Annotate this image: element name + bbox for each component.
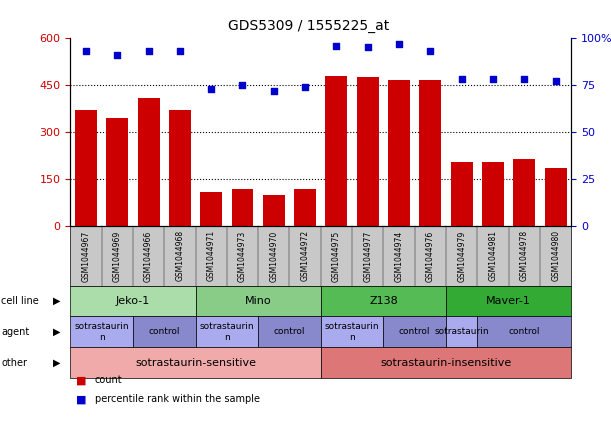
Text: GDS5309 / 1555225_at: GDS5309 / 1555225_at xyxy=(228,19,389,33)
Bar xyxy=(451,162,473,226)
Text: GSM1044968: GSM1044968 xyxy=(175,231,185,281)
Text: Jeko-1: Jeko-1 xyxy=(115,296,150,306)
Text: Mino: Mino xyxy=(245,296,271,306)
Point xyxy=(394,40,404,47)
Bar xyxy=(482,162,504,226)
Point xyxy=(112,52,122,58)
Bar xyxy=(200,192,222,226)
Point xyxy=(551,78,560,85)
Text: GSM1044981: GSM1044981 xyxy=(489,231,497,281)
Bar xyxy=(169,110,191,226)
Point xyxy=(81,48,91,55)
Text: sotrastaurin-insensitive: sotrastaurin-insensitive xyxy=(381,358,511,368)
Bar xyxy=(294,189,316,226)
Text: other: other xyxy=(1,358,27,368)
Bar xyxy=(388,80,410,226)
Text: GSM1044980: GSM1044980 xyxy=(551,231,560,281)
Text: sotrastaurin-sensitive: sotrastaurin-sensitive xyxy=(135,358,256,368)
Bar xyxy=(544,168,566,226)
Point xyxy=(488,76,498,83)
Text: GSM1044978: GSM1044978 xyxy=(520,231,529,281)
Text: GSM1044979: GSM1044979 xyxy=(457,230,466,282)
Text: control: control xyxy=(148,327,180,336)
Bar xyxy=(106,118,128,226)
Text: GSM1044975: GSM1044975 xyxy=(332,230,341,282)
Text: sotrastaurin
n: sotrastaurin n xyxy=(325,322,379,341)
Bar xyxy=(75,110,97,226)
Point xyxy=(425,48,435,55)
Bar xyxy=(263,195,285,226)
Text: ▶: ▶ xyxy=(53,358,60,368)
Point xyxy=(269,88,279,94)
Text: GSM1044970: GSM1044970 xyxy=(269,230,278,282)
Text: sotrastaurin: sotrastaurin xyxy=(434,327,489,336)
Text: ▶: ▶ xyxy=(53,327,60,337)
Text: ■: ■ xyxy=(76,375,87,385)
Point xyxy=(207,85,216,92)
Text: GSM1044972: GSM1044972 xyxy=(301,231,310,281)
Text: GSM1044967: GSM1044967 xyxy=(81,230,90,282)
Point xyxy=(238,82,247,88)
Point xyxy=(332,42,342,49)
Text: control: control xyxy=(508,327,540,336)
Text: GSM1044977: GSM1044977 xyxy=(364,230,372,282)
Bar xyxy=(232,189,254,226)
Text: cell line: cell line xyxy=(1,296,39,306)
Text: count: count xyxy=(95,375,122,385)
Text: GSM1044974: GSM1044974 xyxy=(395,230,403,282)
Text: GSM1044976: GSM1044976 xyxy=(426,230,435,282)
Text: GSM1044966: GSM1044966 xyxy=(144,230,153,282)
Point xyxy=(300,84,310,91)
Text: control: control xyxy=(274,327,306,336)
Point xyxy=(519,76,529,83)
Text: sotrastaurin
n: sotrastaurin n xyxy=(75,322,129,341)
Text: Z138: Z138 xyxy=(369,296,398,306)
Point xyxy=(457,76,467,83)
Text: agent: agent xyxy=(1,327,29,337)
Text: ▶: ▶ xyxy=(53,296,60,306)
Bar xyxy=(513,159,535,226)
Text: GSM1044971: GSM1044971 xyxy=(207,231,216,281)
Bar xyxy=(137,98,159,226)
Text: Maver-1: Maver-1 xyxy=(486,296,531,306)
Point xyxy=(363,44,373,51)
Text: control: control xyxy=(399,327,431,336)
Text: GSM1044969: GSM1044969 xyxy=(113,230,122,282)
Bar xyxy=(419,80,441,226)
Text: GSM1044973: GSM1044973 xyxy=(238,230,247,282)
Text: sotrastaurin
n: sotrastaurin n xyxy=(200,322,254,341)
Text: percentile rank within the sample: percentile rank within the sample xyxy=(95,394,260,404)
Point xyxy=(144,48,153,55)
Bar xyxy=(326,76,348,226)
Bar xyxy=(357,77,379,226)
Text: ■: ■ xyxy=(76,394,87,404)
Point xyxy=(175,48,185,55)
